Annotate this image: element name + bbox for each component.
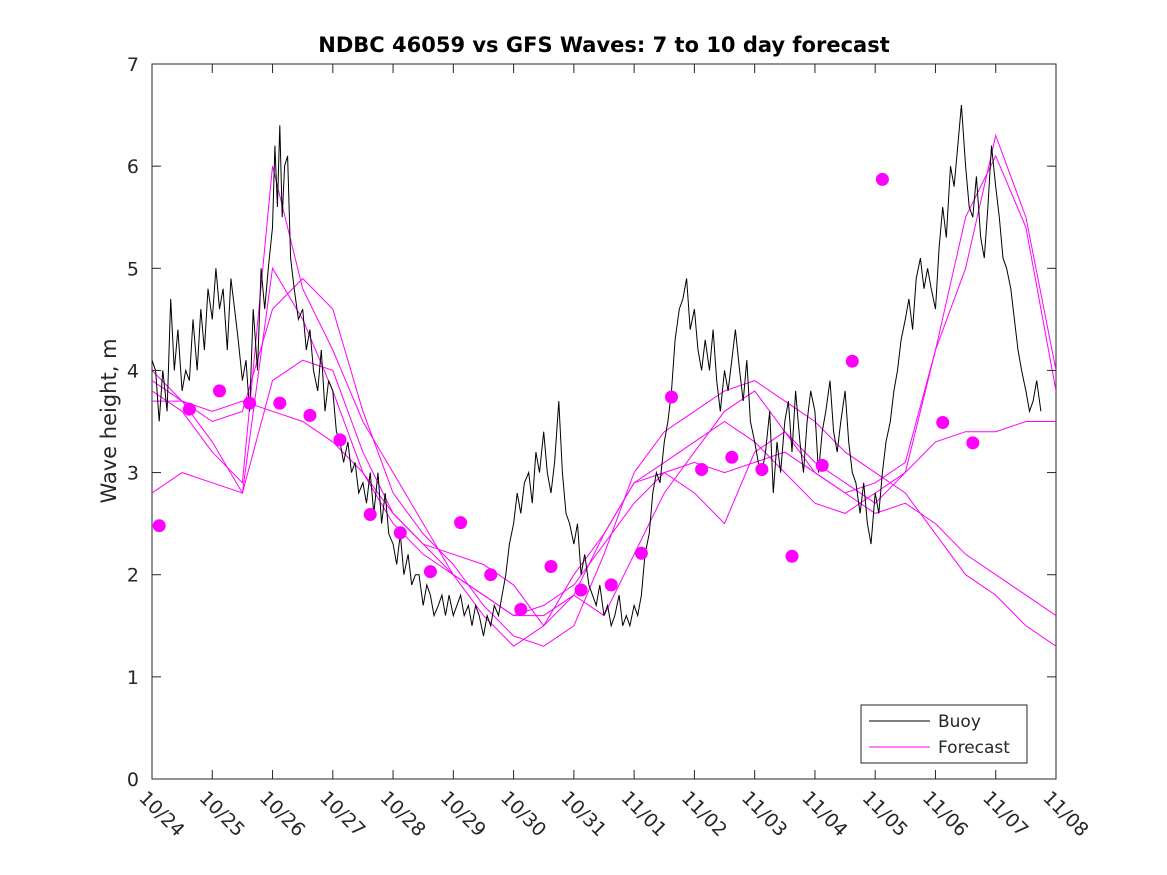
x-tick-label: 11/06 xyxy=(918,787,972,841)
forecast-point xyxy=(725,450,739,464)
buoy-line xyxy=(152,104,1042,637)
forecast-point xyxy=(273,396,287,410)
forecast-point xyxy=(213,384,226,398)
y-tick-label: 6 xyxy=(127,156,139,178)
legend-buoy-label: Buoy xyxy=(938,712,981,732)
x-tick-label: 10/28 xyxy=(376,787,430,841)
forecast-point xyxy=(152,519,166,533)
y-axis-label: Wave height, m xyxy=(97,338,121,503)
chart-title: NDBC 46059 vs GFS Waves: 7 to 10 day for… xyxy=(318,33,889,57)
forecast-point xyxy=(514,602,528,616)
forecast-point xyxy=(875,172,889,186)
forecast-point xyxy=(303,408,317,422)
forecast-point xyxy=(363,508,377,521)
forecast-point xyxy=(936,416,950,429)
forecast-point xyxy=(634,546,648,560)
forecast-point xyxy=(755,463,769,476)
y-tick-label: 1 xyxy=(127,667,139,689)
data-marks xyxy=(152,104,1056,647)
forecast-point xyxy=(966,436,980,450)
x-tick-label: 10/26 xyxy=(255,787,309,841)
forecast-point xyxy=(333,433,347,447)
x-tick-label: 11/05 xyxy=(858,787,912,841)
forecast-line-5 xyxy=(152,154,1056,617)
legend-forecast-label: Forecast xyxy=(938,738,1010,758)
forecast-point xyxy=(604,578,618,592)
x-tick-label: 11/01 xyxy=(617,787,671,841)
forecast-point xyxy=(544,560,558,573)
legend: Buoy Forecast xyxy=(860,704,1028,764)
forecast-line-4 xyxy=(152,133,1056,627)
x-tick-label: 11/03 xyxy=(737,787,791,841)
forecast-point xyxy=(454,516,468,530)
forecast-point xyxy=(695,463,709,476)
series-group xyxy=(152,104,1056,647)
y-tick-label: 5 xyxy=(127,258,139,280)
y-tick-label: 0 xyxy=(127,769,139,791)
forecast-point xyxy=(423,565,437,579)
x-tick-label: 11/02 xyxy=(677,787,731,841)
forecast-line-3 xyxy=(152,277,1056,647)
forecast-point xyxy=(182,402,196,416)
y-tick-label: 4 xyxy=(127,360,139,382)
x-tick-label: 11/04 xyxy=(797,787,851,841)
x-tick-label: 10/24 xyxy=(134,787,188,841)
forecast-point xyxy=(484,568,498,582)
x-tick-label: 11/08 xyxy=(1038,787,1092,841)
forecast-point xyxy=(574,583,588,597)
x-tick-label: 10/25 xyxy=(195,787,249,841)
x-tick-label: 10/27 xyxy=(315,787,369,841)
forecast-point xyxy=(393,526,407,540)
forecast-point xyxy=(243,396,257,410)
y-tick-label: 2 xyxy=(127,565,139,587)
legend-box xyxy=(860,704,1028,764)
x-tick-label: 10/30 xyxy=(496,787,550,841)
x-tick-label: 10/31 xyxy=(556,787,610,841)
forecast-point xyxy=(785,549,799,563)
forecast-point xyxy=(665,390,678,404)
x-tick-label: 11/07 xyxy=(978,787,1032,841)
forecast-point xyxy=(815,458,829,472)
x-tick-label: 10/29 xyxy=(436,787,490,841)
y-tick-label: 3 xyxy=(127,463,139,485)
y-tick-label: 7 xyxy=(127,54,139,76)
forecast-point xyxy=(845,354,859,368)
